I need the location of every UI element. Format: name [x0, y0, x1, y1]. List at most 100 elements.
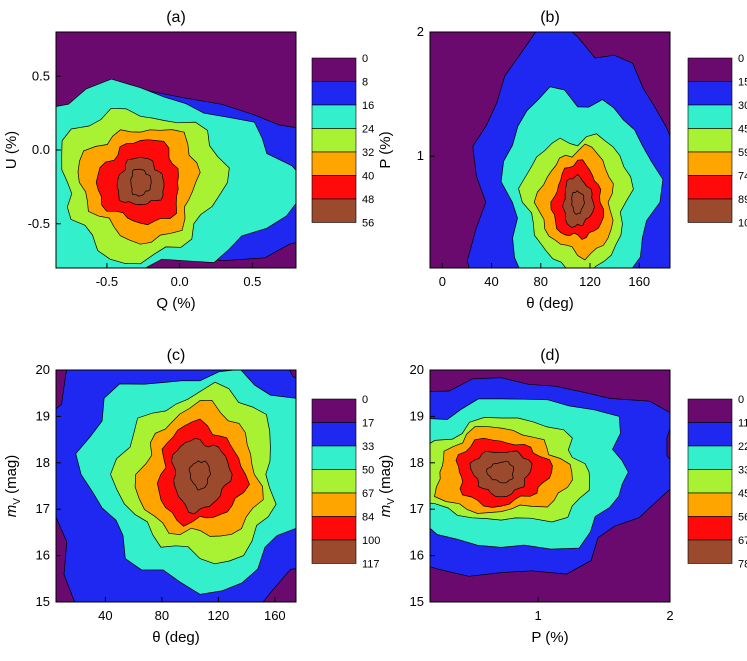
legend-swatch	[687, 398, 733, 423]
x-tick-label: 0	[439, 274, 446, 289]
x-tick-label: -0.5	[96, 274, 118, 289]
x-tick-label: 2	[666, 608, 673, 623]
x-tick-label: 80	[534, 274, 548, 289]
legend-swatch	[311, 198, 357, 223]
legend-label: 50	[362, 465, 374, 477]
x-tick-label: 160	[264, 608, 286, 623]
y-tick-label: 19	[36, 408, 50, 423]
legend-swatch	[687, 422, 733, 447]
legend-swatch	[687, 445, 733, 470]
y-tick-label: 15	[36, 594, 50, 609]
panel-3: (d) 1 2 15 16 17 18 19 20 P (%) mV (mag) 0 11 22 33 45 5…	[377, 347, 747, 646]
y-tick-label: 19	[410, 408, 424, 423]
legend-swatch	[311, 516, 357, 541]
x-axis-label: Q (%)	[156, 295, 195, 312]
legend-label: 15	[738, 77, 747, 89]
legend-swatch	[687, 151, 733, 176]
legend-label: 104	[738, 218, 747, 230]
legend-swatch	[687, 81, 733, 106]
legend-label: 67	[738, 535, 747, 547]
legend-swatch	[311, 422, 357, 447]
legend-swatch	[311, 175, 357, 200]
x-axis-label: P (%)	[531, 629, 568, 646]
legend-label: 33	[738, 465, 747, 477]
legend-label: 67	[362, 488, 374, 500]
x-tick-label: 40	[484, 274, 498, 289]
legend-label: 8	[362, 77, 368, 89]
legend-label: 84	[362, 512, 374, 524]
panel-title: (c)	[167, 347, 186, 364]
y-tick-label: 15	[410, 594, 424, 609]
y-tick-label: 16	[36, 548, 50, 563]
y-tick-label: 1	[417, 148, 424, 163]
x-tick-label: 120	[579, 274, 601, 289]
y-tick-label: 2	[417, 24, 424, 39]
legend-swatch	[311, 81, 357, 106]
legend-swatch	[687, 175, 733, 200]
legend-label: 40	[362, 171, 374, 183]
legend-swatch	[311, 57, 357, 82]
legend-swatch	[311, 539, 357, 564]
legend-label: 33	[362, 441, 374, 453]
x-tick-label: 1	[535, 608, 542, 623]
legend-swatch	[687, 469, 733, 494]
x-tick-label: 0.0	[171, 274, 189, 289]
y-axis-label: P (%)	[377, 131, 394, 168]
legend-swatch	[311, 151, 357, 176]
y-tick-label: 18	[410, 455, 424, 470]
y-tick-label: 17	[36, 501, 50, 516]
legend-swatch	[311, 492, 357, 517]
legend-label: 11	[738, 418, 747, 430]
panel-title: (a)	[166, 9, 186, 26]
legend-swatch	[311, 398, 357, 423]
y-tick-label: 20	[410, 362, 424, 377]
contour-level-7	[571, 190, 585, 215]
x-tick-label: 0.5	[243, 274, 261, 289]
y-tick-label: 0.0	[32, 142, 50, 157]
legend-label: 48	[362, 194, 374, 206]
plot-frame	[429, 31, 671, 269]
legend-swatch	[687, 57, 733, 82]
legend-label: 56	[738, 512, 747, 524]
x-axis-label: θ (deg)	[526, 295, 574, 312]
contour-level-7	[130, 168, 152, 197]
legend-swatch	[687, 198, 733, 223]
legend-swatch	[311, 469, 357, 494]
x-tick-label: 160	[628, 274, 650, 289]
legend-label: 56	[362, 218, 374, 230]
contour-level-7	[188, 460, 211, 491]
legend-label: 59	[738, 147, 747, 159]
legend-label: 100	[362, 535, 380, 547]
panel-title: (d)	[540, 347, 560, 364]
legend-swatch	[687, 104, 733, 129]
legend-label: 45	[738, 488, 747, 500]
legend-label: 22	[738, 441, 747, 453]
panel-1: (b) 0 40 80 120 160 1 2 θ (deg) P (%) 0 15 30 45 59 74 8…	[377, 9, 747, 312]
legend-swatch	[311, 128, 357, 153]
y-tick-label: -0.5	[28, 216, 50, 231]
legend-label: 78	[738, 559, 747, 571]
y-axis-label: mV (mag)	[3, 455, 23, 518]
legend-swatch	[687, 128, 733, 153]
legend-label: 45	[738, 124, 747, 136]
legend-label: 74	[738, 171, 747, 183]
legend-label: 117	[362, 559, 380, 571]
legend-swatch	[687, 492, 733, 517]
x-tick-label: 40	[98, 608, 112, 623]
legend-label: 0	[362, 394, 368, 406]
legend-label: 0	[362, 53, 368, 65]
y-tick-label: 16	[410, 548, 424, 563]
legend-label: 16	[362, 100, 374, 112]
legend-swatch	[311, 104, 357, 129]
legend-label: 17	[362, 418, 374, 430]
contour-level-7	[486, 460, 515, 484]
legend-label: 24	[362, 124, 374, 136]
plot-frame	[55, 369, 297, 603]
panel-2: (c) 40 80 120 160 15 16 17 18 19 20 θ (deg) mV (mag)…	[3, 347, 380, 646]
legend-label: 30	[738, 100, 747, 112]
legend-label: 0	[738, 394, 744, 406]
y-tick-label: 0.5	[32, 68, 50, 83]
x-axis-label: θ (deg)	[152, 629, 200, 646]
legend-label: 89	[738, 194, 747, 206]
